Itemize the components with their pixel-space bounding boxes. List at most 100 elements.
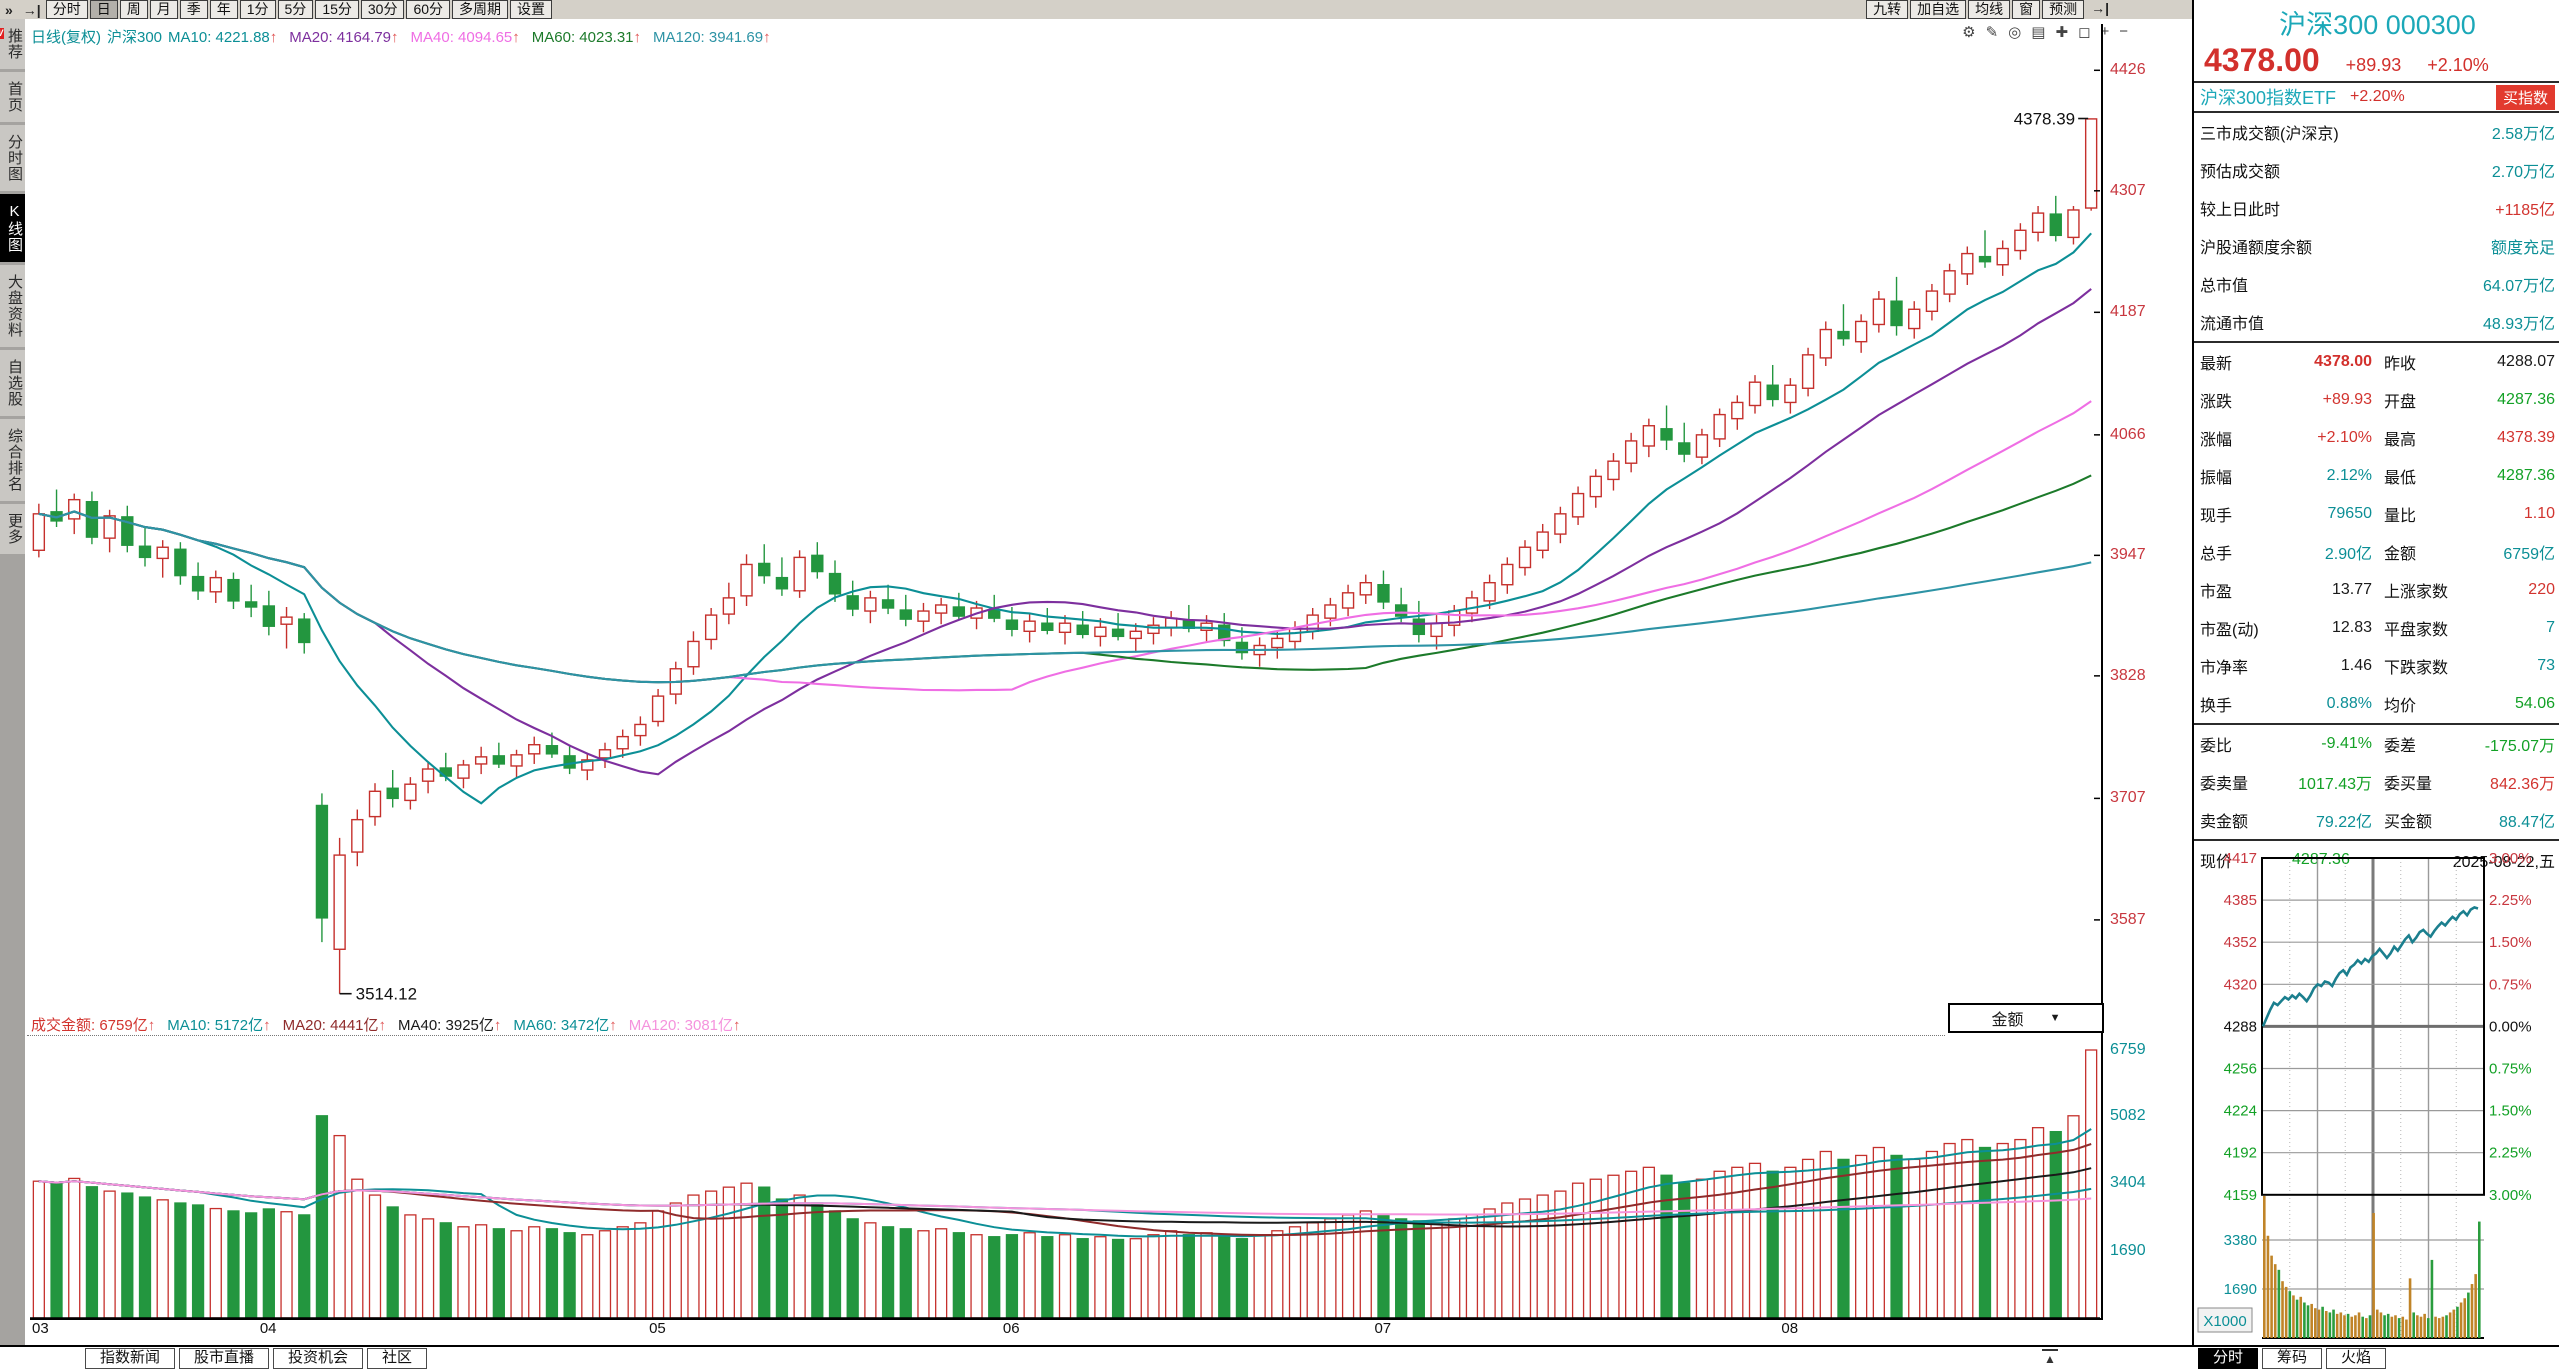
bottom-tab-股市直播[interactable]: 股市直播 (179, 1348, 270, 1369)
period-button-季[interactable]: 季 (179, 0, 208, 19)
amount-dropdown[interactable]: 金额 ▼ (1948, 1003, 2104, 1033)
quote-rows: 最新 4378.00 昨收 4288.07 涨跌 +89.93 开盘 4287.36 涨幅 +2.… (2194, 343, 2559, 723)
sidebar-item-自选股[interactable]: 自选股 (0, 350, 25, 416)
period-button-30分[interactable]: 30分 (360, 0, 405, 19)
toolbar-button-预测[interactable]: 预测 (2042, 0, 2085, 19)
up-arrow-icon: ↑ (512, 29, 520, 46)
panel-icon[interactable]: ▤ (2031, 24, 2046, 41)
field-value: +2.10% (2317, 429, 2372, 446)
eye-icon[interactable]: ◎ (2008, 24, 2022, 41)
scroll-top-icon[interactable]: ▲ (2042, 1349, 2058, 1368)
etf-row: 沪深300指数ETF +2.20% 买指数 (2194, 81, 2559, 113)
volume-axis-label: 3404 (2110, 1174, 2146, 1192)
collapse-sidebar-icon[interactable]: » (5, 1, 13, 18)
x-axis-label: 06 (1002, 1320, 1020, 1337)
mini-tab-分时[interactable]: 分时 (2198, 1348, 2259, 1369)
mini-tab-筹码[interactable]: 筹码 (2262, 1348, 2323, 1369)
x-axis-label: 03 (32, 1320, 49, 1337)
field-label: 委比 (2200, 738, 2233, 755)
bottom-tab-指数新闻[interactable]: 指数新闻 (85, 1348, 176, 1369)
y-axis-label: 3828 (2110, 666, 2146, 684)
mini-chart-tabs: 分时 筹码 火焰 (2198, 1348, 2390, 1369)
toolbar-button-加自选[interactable]: 加自选 (1910, 0, 1967, 19)
info-value: 48.93万亿 (2482, 316, 2555, 333)
mini-right-axis-label: 1.50% (2489, 1103, 2532, 1120)
volume-axis-label: 1690 (2110, 1241, 2146, 1259)
sidebar-item-综合排名[interactable]: 综合排名 (0, 419, 25, 501)
candlestick-chart[interactable]: 4378.39 3514.12 (30, 46, 2100, 1008)
chart-toolbar-icons: ⚙ ✎ ◎ ▤ ✚ ◻ + − (1962, 23, 2128, 41)
up-arrow-icon: ↑ (633, 29, 642, 46)
field-label: 上涨家数 (2384, 584, 2449, 601)
period-button-60分[interactable]: 60分 (406, 0, 451, 19)
bottom-tab-投资机会[interactable]: 投资机会 (273, 1348, 364, 1369)
buy-index-button[interactable]: 买指数 (2495, 84, 2555, 110)
y-axis-label: 3947 (2110, 546, 2146, 564)
period-button-月[interactable]: 月 (149, 0, 178, 19)
lock-icon[interactable]: ◻ (2078, 24, 2091, 41)
toolbar-button-均线[interactable]: 均线 (1968, 0, 2011, 19)
info-value: 2.58万亿 (2491, 126, 2555, 143)
dock-right-icon[interactable]: →| (2091, 0, 2109, 16)
toolbar-button-九转[interactable]: 九转 (1866, 0, 1909, 19)
field-value: 4288.07 (2497, 353, 2555, 370)
field-value: 7 (2546, 619, 2555, 636)
kline-mode-label: 日线(复权) (31, 29, 101, 46)
toolbar-button-窗[interactable]: 窗 (2012, 0, 2041, 19)
volume-pane-divider (27, 1035, 1945, 1036)
sidebar-item-首页[interactable]: 首页 (0, 72, 25, 122)
sidebar-item-K线图[interactable]: K线图 (0, 194, 25, 262)
divider (2194, 341, 2559, 343)
period-button-周[interactable]: 周 (119, 0, 148, 19)
quote-row: 总手 2.90亿 金额 6759亿 (2194, 533, 2559, 571)
field-value: 4287.36 (2497, 391, 2555, 408)
new-badge: NEW (0, 28, 4, 39)
bottom-tab-社区[interactable]: 社区 (367, 1348, 428, 1369)
sidebar-item-分时图[interactable]: 分时图 (0, 125, 25, 191)
mini-tab-火焰[interactable]: 火焰 (2326, 1348, 2387, 1369)
price-axis-divider (2101, 24, 2103, 1319)
period-button-日[interactable]: 日 (89, 0, 118, 19)
field-value: 1017.43万 (2298, 776, 2372, 793)
candle-wicks (38, 118, 2092, 994)
mini-price-line (2261, 905, 2479, 1027)
sidebar-item-推荐[interactable]: 推荐NEW (0, 19, 25, 69)
volume-chart[interactable] (30, 1038, 2100, 1319)
field-value: 842.36万 (2490, 776, 2555, 793)
period-button-5分[interactable]: 5分 (277, 0, 314, 19)
zoom-out-icon[interactable]: − (2119, 23, 2128, 40)
etf-name[interactable]: 沪深300指数ETF (2200, 88, 2337, 108)
pencil-icon[interactable]: ✎ (1985, 24, 1999, 41)
zoom-in-icon[interactable]: + (2100, 23, 2110, 40)
period-button-多周期[interactable]: 多周期 (452, 0, 509, 19)
info-label: 总市值 (2200, 278, 2249, 295)
period-button-设置[interactable]: 设置 (510, 0, 553, 19)
field-value: 88.47亿 (2498, 814, 2555, 831)
mini-left-axis-label: 4352 (2224, 934, 2257, 951)
up-arrow-icon: ↑ (493, 1017, 502, 1034)
chart-area: 日线(复权) 沪深300 MA10: 4221.88↑ MA20: 4164.79↑ M… (25, 19, 2192, 1345)
period-button-年[interactable]: 年 (209, 0, 238, 19)
sidebar-item-更多[interactable]: 更多 (0, 504, 25, 554)
move-icon[interactable]: ✚ (2055, 24, 2069, 41)
high-annotation: 4378.39 (2014, 110, 2075, 129)
order-row: 委比 -9.41% 委差 -175.07万 (2194, 725, 2559, 763)
vol-ma-value-2: MA20: 4441亿↑ (282, 1017, 386, 1034)
sidebar-item-大盘资料[interactable]: 大盘资料 (0, 265, 25, 347)
field-label: 涨跌 (2200, 394, 2233, 411)
period-button-分时[interactable]: 分时 (45, 0, 88, 19)
period-button-15分[interactable]: 15分 (315, 0, 359, 19)
info-row: 较上日此时 +1185亿 (2194, 189, 2559, 227)
x-axis-line (30, 1318, 2103, 1320)
volume-ma-lines (38, 1128, 2092, 1238)
mini-left-axis-label: 4320 (2224, 976, 2257, 993)
order-row: 卖金额 79.22亿 买金额 88.47亿 (2194, 801, 2559, 839)
dock-left-icon[interactable]: →| (22, 1, 41, 18)
info-label: 预估成交额 (2200, 164, 2281, 181)
period-button-1分[interactable]: 1分 (239, 0, 276, 19)
gear-icon[interactable]: ⚙ (1962, 24, 1976, 41)
y-axis-label: 3587 (2110, 910, 2146, 928)
field-label: 卖金额 (2200, 814, 2249, 831)
vol-ma-value-1: MA10: 5172亿↑ (167, 1017, 271, 1034)
